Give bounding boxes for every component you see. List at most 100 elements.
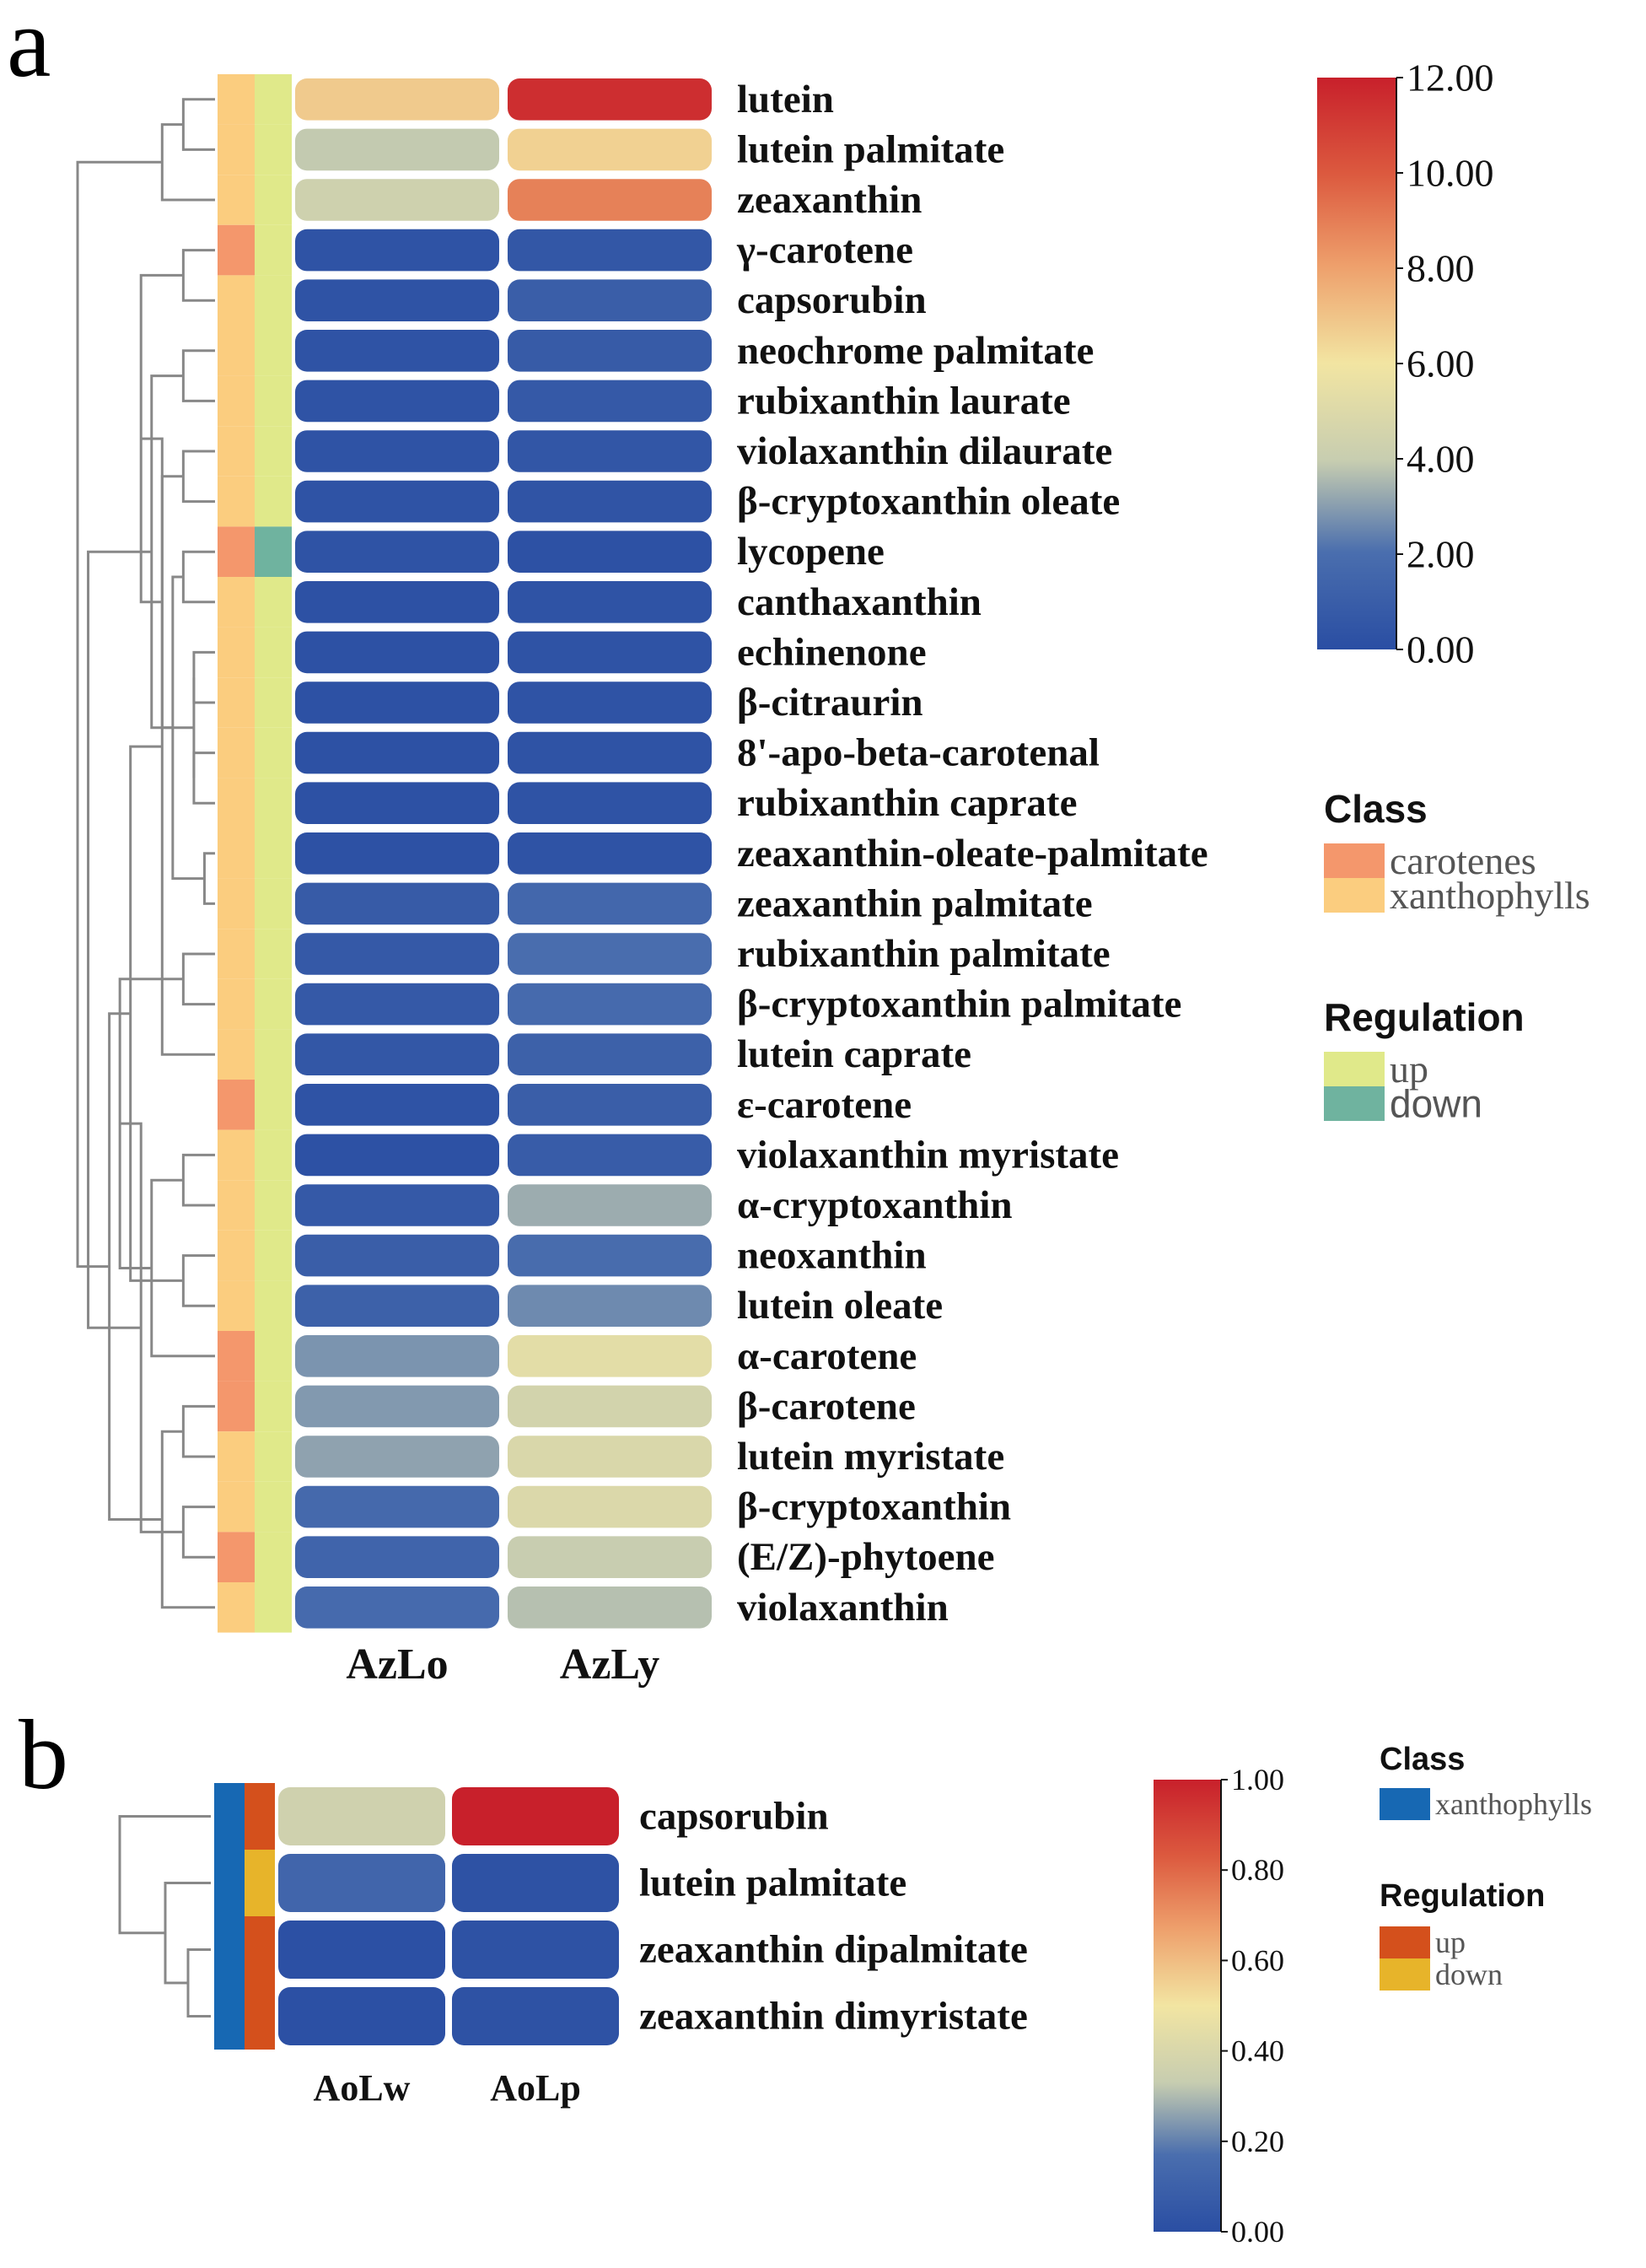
class-bar-rubixanthin-laurate xyxy=(218,375,255,427)
a-link-2 xyxy=(181,249,215,302)
row-label-zeaxanthin-palmitate: zeaxanthin palmitate xyxy=(737,881,1093,925)
row-label-citraurin: β-citraurin xyxy=(737,681,923,725)
column-labels-a: AzLo AzLy xyxy=(346,1640,659,1689)
panel-label-a: a xyxy=(7,0,51,98)
a-link-19 xyxy=(129,745,184,1282)
b-colorbar-tick-label-5: 1.00 xyxy=(1231,1763,1284,1797)
cell-rubixanthin-laurate-azlo xyxy=(295,380,499,423)
row-label-lutein-oleate: lutein oleate xyxy=(737,1284,943,1328)
a-link-6 xyxy=(192,650,215,704)
a-link-5 xyxy=(181,550,215,604)
cell-lutein-caprate-azly xyxy=(508,1033,712,1075)
a-link-25 xyxy=(108,1012,163,1521)
cell-cryptoxanthin-azlo xyxy=(295,1485,499,1528)
cell-carotene-azlo xyxy=(295,229,499,272)
a-link-22 xyxy=(181,1506,215,1559)
row-label-rubixanthin-laurate: rubixanthin laurate xyxy=(737,379,1071,423)
cell-carotene-azly xyxy=(508,1385,712,1428)
b-legend-swatch-xanthophylls xyxy=(1380,1788,1430,1820)
regulation-bar-neoxanthin xyxy=(255,1230,292,1281)
cell-e-z-phytoene-azly xyxy=(508,1536,712,1578)
regulation-bar-cryptoxanthin xyxy=(255,1180,292,1231)
a-legend-swatch-up xyxy=(1324,1052,1385,1086)
cell-violaxanthin-myristate-azly xyxy=(508,1134,712,1177)
regulation-bar-violaxanthin-dilaurate xyxy=(255,426,292,477)
class-bar-carotene xyxy=(218,1381,255,1432)
cell-lutein-palmitate-azlo xyxy=(295,128,499,171)
class-bar-carotene xyxy=(218,1080,255,1130)
class-bar-cryptoxanthin-oleate xyxy=(218,476,255,527)
row-label-lutein: lutein xyxy=(737,78,834,121)
class-bar-cryptoxanthin xyxy=(218,1180,255,1231)
a-colorbar-tick-label-3: 6.00 xyxy=(1407,342,1475,385)
regulation-bar-carotene xyxy=(255,1331,292,1382)
regulation-bar-violaxanthin-myristate xyxy=(255,1129,292,1181)
class-bar-rubixanthin-caprate xyxy=(218,778,255,828)
row-label-lutein-myristate: lutein myristate xyxy=(737,1435,1004,1479)
cell-carotene-azlo xyxy=(295,1385,499,1428)
class-bar-lutein-caprate xyxy=(218,1029,255,1080)
class-bar-neochrome-palmitate xyxy=(218,326,255,376)
regulation-bar-neochrome-palmitate xyxy=(255,326,292,376)
cell-e-z-phytoene-azlo xyxy=(295,1536,499,1578)
row-label-carotene: α-carotene xyxy=(737,1334,917,1378)
class-bar-e-z-phytoene xyxy=(218,1532,255,1582)
class-bar-violaxanthin xyxy=(218,1582,255,1633)
cell-citraurin-azly xyxy=(508,681,712,724)
cell-zeaxanthin-dipalmitate-aolp xyxy=(452,1921,619,1979)
row-label-violaxanthin: violaxanthin xyxy=(737,1586,949,1630)
b-colorbar-tick-label-3: 0.60 xyxy=(1231,1943,1284,1977)
cell-cryptoxanthin-oleate-azly xyxy=(508,480,712,523)
b-link-0 xyxy=(186,1948,211,2017)
class-bar-zeaxanthin-oleate-palmitate xyxy=(218,828,255,879)
class-bar-zeaxanthin xyxy=(218,175,255,225)
cell-lutein-myristate-azlo xyxy=(295,1436,499,1478)
a-link-17 xyxy=(181,1254,215,1307)
regulation-bar-cryptoxanthin-palmitate xyxy=(255,978,292,1030)
cell-lutein-oleate-azly xyxy=(508,1285,712,1327)
cell-lutein-myristate-azly xyxy=(508,1436,712,1478)
a-legend-regulation-title: Regulation xyxy=(1324,995,1525,1039)
class-bar-8-apo-beta-carotenal xyxy=(218,727,255,778)
annotation-bars-a xyxy=(218,74,292,1633)
class-bar-violaxanthin-myristate xyxy=(218,1129,255,1181)
cell-neochrome-palmitate-azlo xyxy=(295,330,499,372)
regulation-bar-e-z-phytoene xyxy=(255,1532,292,1582)
regulation-bar-rubixanthin-palmitate xyxy=(255,929,292,979)
class-bar-lutein-oleate xyxy=(218,1280,255,1331)
colorbar-a: 0.00 2.00 4.00 6.00 8.00 10.00 12.00 xyxy=(1317,57,1494,671)
class-bar-zeaxanthin-dimyristate xyxy=(214,1983,245,2050)
row-label-zeaxanthin-oleate-palmitate: zeaxanthin-oleate-palmitate xyxy=(737,832,1208,875)
regulation-bar-carotene xyxy=(255,224,292,276)
cell-neoxanthin-azly xyxy=(508,1234,712,1277)
row-label-carotene: β-carotene xyxy=(737,1384,916,1428)
a-colorbar-tick-label-0: 0.00 xyxy=(1407,628,1475,671)
b-colorbar-tick-label-4: 0.80 xyxy=(1231,1853,1284,1887)
heatmap-cells-a xyxy=(295,78,712,1629)
regulation-bar-rubixanthin-laurate xyxy=(255,375,292,427)
cell-lutein-caprate-azlo xyxy=(295,1033,499,1075)
column-labels-b: AoLw AoLp xyxy=(314,2067,581,2109)
regulation-bar-cryptoxanthin xyxy=(255,1481,292,1533)
row-label-zeaxanthin-dimyristate: zeaxanthin dimyristate xyxy=(639,1995,1028,2039)
cell-lycopene-azly xyxy=(508,531,712,573)
cell-lycopene-azlo xyxy=(295,531,499,573)
a-link-23 xyxy=(160,1430,215,1609)
cell-lutein-palmitate-azly xyxy=(508,128,712,171)
row-label-carotene: ε-carotene xyxy=(737,1083,912,1127)
cell-capsorubin-aolw xyxy=(278,1787,445,1845)
class-bar-lutein-palmitate xyxy=(214,1850,245,1916)
a-legend-swatch-carotenes xyxy=(1324,843,1385,878)
class-bar-lycopene xyxy=(218,526,255,577)
b-colorbar-tick-label-2: 0.40 xyxy=(1231,2034,1284,2068)
cell-violaxanthin-dilaurate-azlo xyxy=(295,430,499,472)
a-link-24 xyxy=(120,1122,184,1533)
cell-carotene-azlo xyxy=(295,1335,499,1377)
column-label-aolp: AoLp xyxy=(490,2067,581,2109)
cell-cryptoxanthin-azly xyxy=(508,1184,712,1226)
a-link-26 xyxy=(87,550,152,1329)
cell-zeaxanthin-palmitate-azlo xyxy=(295,882,499,925)
cell-zeaxanthin-dipalmitate-aolw xyxy=(278,1921,445,1979)
a-link-21 xyxy=(181,1404,215,1458)
